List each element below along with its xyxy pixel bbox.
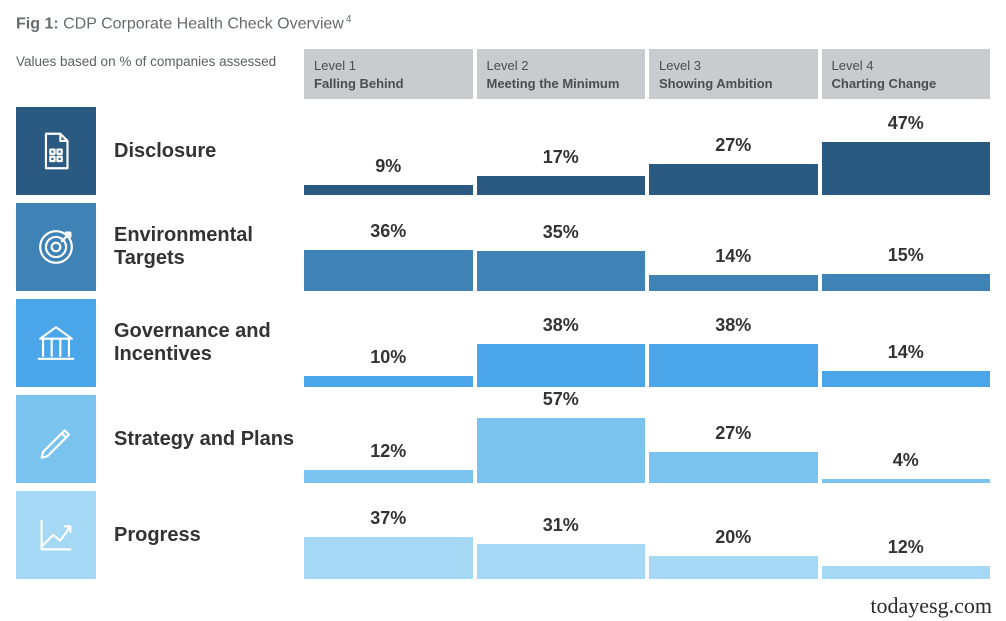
row-spacer (16, 195, 990, 203)
data-cell: 20% (649, 491, 818, 579)
value-label: 57% (477, 389, 646, 410)
category-label: Disclosure (100, 107, 300, 195)
value-label: 35% (477, 222, 646, 243)
figure-title-label: Fig 1: (16, 15, 59, 32)
subhead: Values based on % of companies assessed (16, 49, 300, 99)
data-cell: 12% (822, 491, 991, 579)
data-cell: 47% (822, 107, 991, 195)
category-label: Strategy and Plans (100, 395, 300, 483)
bar (822, 566, 991, 580)
category-label: Environmental Targets (100, 203, 300, 291)
level-number: Level 3 (659, 57, 808, 75)
level-name: Showing Ambition (659, 75, 808, 93)
column-header-level-2: Level 2Meeting the Minimum (477, 49, 646, 99)
value-label: 10% (304, 347, 473, 368)
value-label: 31% (477, 515, 646, 536)
value-label: 27% (649, 423, 818, 444)
data-cell: 36% (304, 203, 473, 291)
value-label: 37% (304, 508, 473, 529)
bar (477, 344, 646, 387)
bar (649, 344, 818, 387)
data-cell: 4% (822, 395, 991, 483)
bar (477, 544, 646, 579)
bar (649, 452, 818, 483)
bar (304, 250, 473, 291)
data-cell: 27% (649, 107, 818, 195)
bar (822, 142, 991, 196)
data-cell: 10% (304, 299, 473, 387)
column-header-level-4: Level 4Charting Change (822, 49, 991, 99)
value-label: 27% (649, 135, 818, 156)
bar (477, 251, 646, 291)
level-number: Level 4 (832, 57, 981, 75)
bar (649, 164, 818, 195)
value-label: 15% (822, 245, 991, 266)
watermark: todayesg.com (870, 593, 992, 619)
value-label: 47% (822, 113, 991, 134)
bar (304, 376, 473, 387)
data-cell: 35% (477, 203, 646, 291)
bar (477, 418, 646, 483)
data-cell: 14% (822, 299, 991, 387)
value-label: 9% (304, 156, 473, 177)
target-icon (16, 203, 96, 291)
figure-title-sup: 4 (344, 14, 352, 25)
level-name: Falling Behind (314, 75, 463, 93)
data-cell: 31% (477, 491, 646, 579)
value-label: 17% (477, 147, 646, 168)
data-cell: 9% (304, 107, 473, 195)
column-header-level-1: Level 1Falling Behind (304, 49, 473, 99)
row-spacer (16, 291, 990, 299)
bar (477, 176, 646, 195)
progress-icon (16, 491, 96, 579)
chart-grid: Values based on % of companies assessedL… (16, 49, 990, 579)
data-cell: 12% (304, 395, 473, 483)
data-cell: 14% (649, 203, 818, 291)
value-label: 38% (477, 315, 646, 336)
value-label: 4% (822, 450, 991, 471)
value-label: 36% (304, 221, 473, 242)
level-number: Level 1 (314, 57, 463, 75)
level-name: Meeting the Minimum (487, 75, 636, 93)
level-number: Level 2 (487, 57, 636, 75)
data-cell: 38% (477, 299, 646, 387)
data-cell: 27% (649, 395, 818, 483)
row-spacer (16, 99, 990, 107)
institution-icon (16, 299, 96, 387)
column-header-level-3: Level 3Showing Ambition (649, 49, 818, 99)
bar (304, 537, 473, 579)
figure-title: Fig 1: CDP Corporate Health Check Overvi… (16, 14, 990, 33)
data-cell: 15% (822, 203, 991, 291)
data-cell: 57% (477, 395, 646, 483)
category-label: Governance and Incentives (100, 299, 300, 387)
pencil-icon (16, 395, 96, 483)
bar (822, 274, 991, 291)
bar (304, 470, 473, 484)
bar (304, 185, 473, 195)
category-label: Progress (100, 491, 300, 579)
bar (649, 556, 818, 579)
data-cell: 38% (649, 299, 818, 387)
value-label: 20% (649, 527, 818, 548)
value-label: 12% (822, 537, 991, 558)
bar (649, 275, 818, 291)
data-cell: 17% (477, 107, 646, 195)
bar (822, 371, 991, 387)
bar (822, 479, 991, 484)
value-label: 38% (649, 315, 818, 336)
document-icon (16, 107, 96, 195)
level-name: Charting Change (832, 75, 981, 93)
row-spacer (16, 483, 990, 491)
value-label: 14% (822, 342, 991, 363)
figure-title-text: CDP Corporate Health Check Overview (63, 15, 344, 32)
value-label: 14% (649, 246, 818, 267)
data-cell: 37% (304, 491, 473, 579)
value-label: 12% (304, 441, 473, 462)
